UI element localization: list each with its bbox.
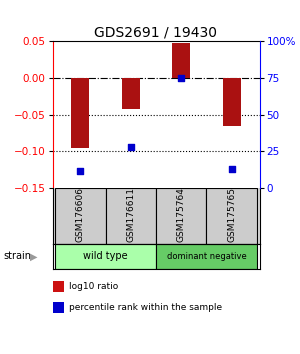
Point	[78, 168, 83, 173]
Bar	[71, 78, 89, 148]
Text: percentile rank within the sample: percentile rank within the sample	[69, 303, 222, 312]
Bar	[206, 188, 257, 244]
Bar	[55, 188, 106, 244]
Bar	[122, 78, 140, 109]
Text: dominant negative: dominant negative	[167, 252, 246, 261]
Point	[128, 144, 133, 150]
Text: GSM176611: GSM176611	[126, 187, 135, 242]
Text: log10 ratio: log10 ratio	[69, 282, 118, 291]
Bar	[106, 188, 156, 244]
Text: GSM175765: GSM175765	[227, 187, 236, 242]
Point	[179, 75, 184, 80]
Text: GSM176606: GSM176606	[76, 187, 85, 242]
Text: wild type: wild type	[83, 251, 128, 261]
Bar	[55, 244, 156, 269]
Bar	[172, 43, 190, 78]
Bar	[223, 78, 241, 126]
Bar	[156, 188, 206, 244]
Title: GDS2691 / 19430: GDS2691 / 19430	[94, 25, 218, 40]
Text: strain: strain	[3, 251, 31, 261]
Text: GSM175764: GSM175764	[177, 188, 186, 242]
Point	[229, 166, 234, 172]
Text: ▶: ▶	[30, 251, 38, 261]
Bar	[156, 244, 257, 269]
